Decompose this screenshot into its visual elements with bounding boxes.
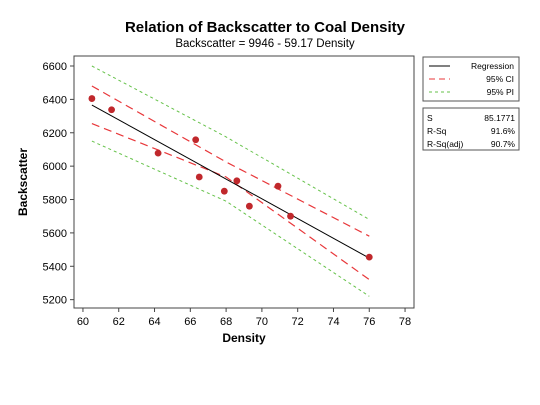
data-point [154,149,162,157]
regression-line [91,104,370,259]
stats-table: S 85.1771 R-Sq 91.6% R-Sq(adj) 90.7% [427,113,515,149]
x-axis-title: Density [222,331,266,345]
data-point [88,95,96,102]
y-tick-label: 6600 [43,61,67,73]
chart-subtitle: Backscatter = 9946 - 59.17 Density [175,38,355,50]
data-point [365,253,373,261]
legend-label: 95% PI [487,87,514,97]
stats-label: S [427,113,433,123]
x-tick-label: 62 [113,316,125,328]
y-tick-label: 6000 [43,161,67,173]
x-axis: 60 62 64 66 68 70 72 74 76 78 [77,308,411,328]
y-tick-label: 6200 [43,128,67,140]
stats-value: 85.1771 [484,113,515,123]
data-point [220,187,228,195]
x-tick-label: 60 [77,316,89,328]
data-point [108,106,115,114]
stats-box [422,107,520,151]
plot-area [73,55,415,309]
regression-layer [91,104,370,259]
x-tick-label: 74 [327,316,339,328]
x-tick-label: 64 [148,316,160,328]
x-tick-label: 66 [184,316,196,328]
data-point [192,136,200,144]
y-tick-label: 5200 [43,295,67,307]
ci-lower-line [91,123,370,281]
x-tick-label: 70 [256,316,268,328]
data-point [287,212,294,220]
data-point [245,202,253,210]
bands [91,65,370,297]
stats-label: R-Sq [427,126,447,136]
legend-label: 95% CI [486,74,514,84]
x-tick-label: 72 [292,316,304,328]
x-tick-label: 78 [399,316,411,328]
pi-upper-line [91,65,370,220]
points-layer [88,95,373,261]
data-point [195,173,203,181]
x-tick-label: 68 [220,316,232,328]
y-axis-title: Backscatter [16,148,30,216]
data-point [233,177,241,185]
ci-upper-line [91,85,370,237]
legend: Regression 95% CI 95% PI [429,61,514,97]
data-point [274,182,282,190]
y-tick-label: 5400 [43,261,67,273]
chart-title: Relation of Backscatter to Coal Density [125,19,406,36]
stats-value: 90.7% [491,139,516,149]
stats-label: R-Sq(adj) [427,139,464,149]
pi-lower-line [91,140,370,297]
y-tick-label: 5800 [43,195,67,207]
y-tick-label: 6400 [43,94,67,106]
stats-value: 91.6% [491,126,516,136]
y-tick-label: 5600 [43,228,67,240]
legend-label: Regression [471,61,514,71]
y-axis: 5200 5400 5600 5800 6000 6200 6400 6600 [43,61,74,307]
x-tick-label: 76 [363,316,375,328]
